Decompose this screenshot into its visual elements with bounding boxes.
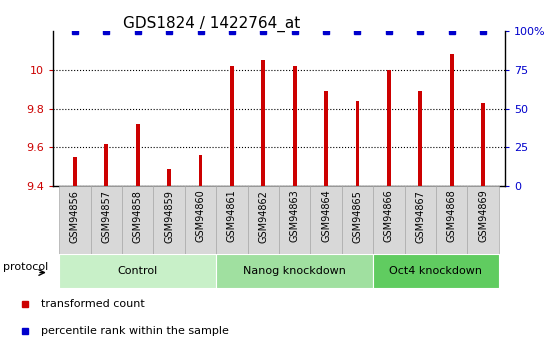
Bar bbox=[230, 66, 234, 186]
Text: transformed count: transformed count bbox=[41, 299, 145, 309]
Bar bbox=[355, 101, 359, 186]
Bar bbox=[310, 186, 341, 254]
Text: GSM94868: GSM94868 bbox=[446, 190, 456, 243]
Text: GSM94858: GSM94858 bbox=[133, 190, 143, 243]
Bar bbox=[373, 186, 405, 254]
Text: GSM94859: GSM94859 bbox=[164, 190, 174, 243]
Bar bbox=[167, 169, 171, 186]
Bar bbox=[153, 186, 185, 254]
Bar bbox=[279, 186, 310, 254]
Bar bbox=[481, 103, 485, 186]
Bar bbox=[104, 144, 108, 186]
Bar bbox=[185, 186, 217, 254]
Text: GSM94864: GSM94864 bbox=[321, 190, 331, 243]
Bar bbox=[122, 186, 153, 254]
Text: Oct4 knockdown: Oct4 knockdown bbox=[389, 266, 483, 276]
Bar bbox=[387, 70, 391, 186]
Text: GSM94860: GSM94860 bbox=[195, 190, 205, 243]
Bar bbox=[73, 157, 77, 186]
Bar bbox=[324, 91, 328, 186]
Text: protocol: protocol bbox=[3, 263, 48, 272]
Bar bbox=[199, 155, 203, 186]
Bar bbox=[341, 186, 373, 254]
Bar bbox=[217, 254, 373, 288]
Bar bbox=[262, 60, 265, 186]
Text: GSM94865: GSM94865 bbox=[353, 190, 363, 243]
Bar bbox=[217, 186, 248, 254]
Text: percentile rank within the sample: percentile rank within the sample bbox=[41, 326, 228, 336]
Bar bbox=[59, 254, 217, 288]
Bar bbox=[91, 186, 122, 254]
Bar bbox=[405, 186, 436, 254]
Text: GSM94856: GSM94856 bbox=[70, 190, 80, 243]
Text: GSM94861: GSM94861 bbox=[227, 190, 237, 243]
Bar bbox=[436, 186, 468, 254]
Text: GSM94863: GSM94863 bbox=[290, 190, 300, 243]
Text: GSM94862: GSM94862 bbox=[258, 190, 268, 243]
Bar bbox=[248, 186, 279, 254]
Text: Control: Control bbox=[118, 266, 158, 276]
Bar bbox=[59, 186, 91, 254]
Text: GSM94869: GSM94869 bbox=[478, 190, 488, 243]
Bar bbox=[418, 91, 422, 186]
Text: GDS1824 / 1422764_at: GDS1824 / 1422764_at bbox=[123, 16, 301, 32]
Text: GSM94857: GSM94857 bbox=[102, 190, 112, 243]
Bar bbox=[468, 186, 499, 254]
Text: Nanog knockdown: Nanog knockdown bbox=[243, 266, 346, 276]
Text: GSM94867: GSM94867 bbox=[415, 190, 425, 243]
Bar bbox=[293, 66, 297, 186]
Bar bbox=[136, 124, 140, 186]
Bar bbox=[373, 254, 499, 288]
Text: GSM94866: GSM94866 bbox=[384, 190, 394, 243]
Bar bbox=[450, 55, 454, 186]
